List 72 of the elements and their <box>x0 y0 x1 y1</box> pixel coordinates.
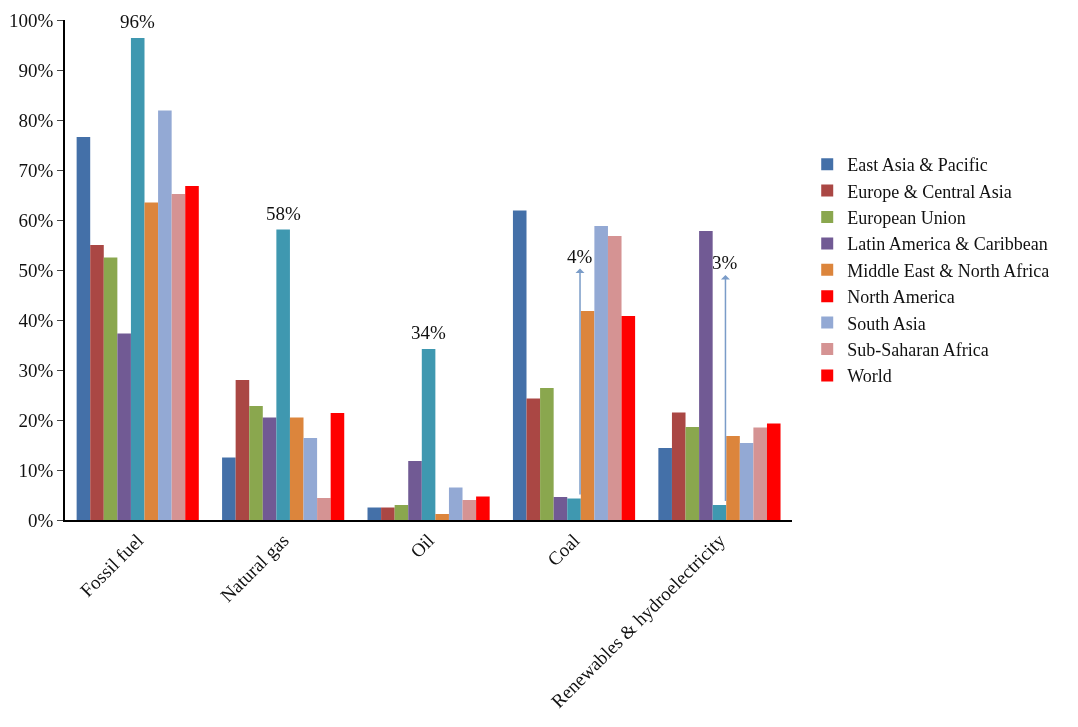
annotation: 58% <box>266 203 301 224</box>
bar <box>185 186 199 520</box>
legend-label: Middle East & North Africa <box>847 260 1050 281</box>
bar <box>512 210 527 520</box>
legend-label: Latin America & Caribbean <box>847 234 1048 255</box>
bar <box>367 507 382 520</box>
bar <box>222 457 236 520</box>
y-tick-label: 70% <box>18 159 54 181</box>
bar <box>671 412 686 520</box>
bar <box>249 406 263 520</box>
bar <box>567 498 581 520</box>
bar <box>621 316 636 520</box>
x-tick-label: Oil <box>406 529 439 562</box>
bar <box>476 496 490 520</box>
annotation: 96% <box>120 11 155 32</box>
x-tick-label: Coal <box>543 529 584 570</box>
bar <box>607 236 622 520</box>
bar <box>766 423 781 520</box>
y-tick-label: 50% <box>18 259 54 281</box>
y-tick-label: 10% <box>18 459 54 481</box>
bar <box>553 497 568 520</box>
bar <box>90 245 104 520</box>
bar <box>276 229 290 520</box>
bar <box>76 137 91 520</box>
bar <box>658 448 672 520</box>
y-tick-label: 90% <box>18 59 54 81</box>
bar <box>421 349 436 520</box>
legend-label: Europe & Central Asia <box>847 181 1012 202</box>
bar <box>408 461 422 520</box>
legend-label: European Union <box>847 208 966 229</box>
bar <box>158 110 172 520</box>
legend-label: Sub-Saharan Africa <box>847 340 989 361</box>
annotation: 4% <box>567 246 593 267</box>
y-tick-label: 60% <box>18 209 54 231</box>
bar <box>753 427 767 520</box>
bar <box>526 398 541 520</box>
bar <box>103 257 118 520</box>
legend-label: North America <box>847 287 955 308</box>
bar <box>262 417 277 520</box>
bar <box>685 427 700 520</box>
legend-label: South Asia <box>847 313 926 334</box>
y-tick-label: 0% <box>28 509 54 531</box>
y-tick-label: 20% <box>18 409 54 431</box>
y-tick-label: 80% <box>18 109 54 131</box>
bar <box>540 388 554 520</box>
bar <box>381 507 395 520</box>
bar <box>580 311 595 520</box>
legend-label: East Asia & Pacific <box>847 155 988 176</box>
bar <box>435 514 449 520</box>
bar <box>317 498 331 520</box>
bar <box>699 231 713 520</box>
y-tick-label: 100% <box>9 9 54 31</box>
bar <box>235 380 250 520</box>
bar <box>330 413 345 520</box>
bar <box>117 333 131 520</box>
bar <box>594 226 608 520</box>
bar <box>726 436 740 520</box>
bar <box>712 505 727 520</box>
annotation: 3% <box>712 252 738 273</box>
bar <box>462 500 477 520</box>
bar <box>130 38 145 520</box>
bar <box>289 417 304 520</box>
bar <box>739 443 754 520</box>
bar <box>394 505 409 520</box>
y-tick-label: 40% <box>18 309 54 331</box>
y-tick-label: 30% <box>18 359 54 381</box>
bar <box>171 194 186 520</box>
bar <box>303 438 318 520</box>
bar <box>448 487 463 520</box>
bar <box>144 202 159 520</box>
legend-label: World <box>847 366 892 387</box>
annotation: 34% <box>411 322 446 343</box>
